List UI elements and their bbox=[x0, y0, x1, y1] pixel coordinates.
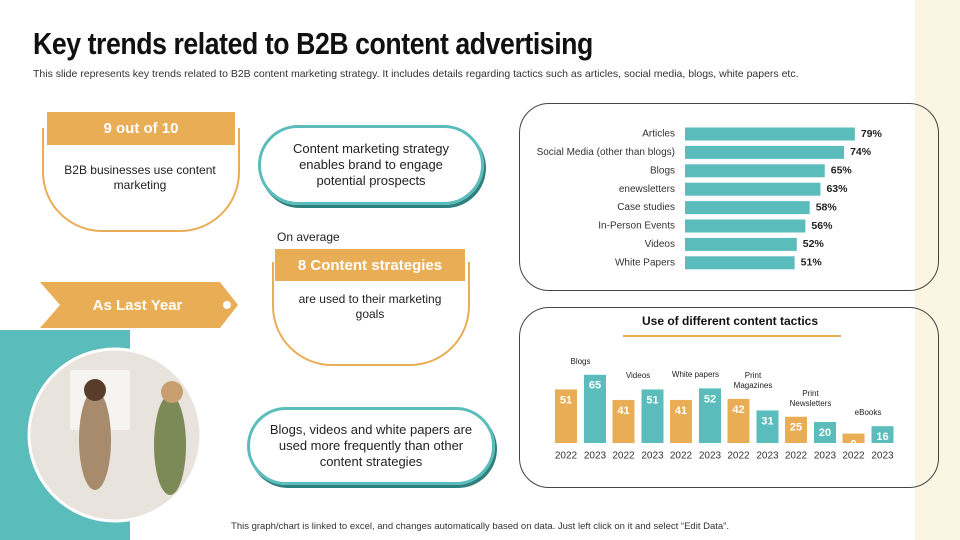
category-label: Social Media (other than blogs) bbox=[537, 147, 675, 158]
category-label: Blogs bbox=[570, 356, 591, 366]
category-label: enewsletters bbox=[619, 184, 675, 195]
chart-wrap: Use of different content tactics 51 2022 6… bbox=[519, 307, 939, 488]
category-label: White papers bbox=[671, 370, 720, 380]
card-frame bbox=[272, 262, 470, 366]
category-label: Videos bbox=[645, 239, 675, 250]
x-tick-label: 2022 bbox=[842, 451, 865, 462]
footer: This graph/chart is linked to excel, and… bbox=[231, 521, 729, 532]
bar bbox=[685, 127, 855, 141]
value-label: 51 bbox=[646, 394, 658, 406]
value-label: 52 bbox=[704, 393, 716, 405]
value-label: 56% bbox=[811, 220, 833, 232]
x-tick-label: 2022 bbox=[785, 451, 808, 462]
value-label: 31 bbox=[761, 415, 773, 427]
category-label: Blogs bbox=[650, 165, 675, 176]
bar bbox=[685, 256, 795, 270]
bar bbox=[555, 389, 577, 443]
value-label: 51% bbox=[801, 257, 823, 269]
category-label: Case studies bbox=[617, 202, 675, 213]
value-label: 41 bbox=[617, 405, 629, 417]
value-label: 63% bbox=[826, 183, 848, 195]
x-tick-label: 2023 bbox=[814, 451, 837, 462]
card-text: are used to their marketing goals bbox=[298, 292, 442, 321]
photo bbox=[0, 330, 203, 540]
value-label: 16 bbox=[876, 431, 888, 443]
value-label: 41 bbox=[675, 405, 687, 417]
bar bbox=[685, 182, 821, 196]
value-label: 42 bbox=[732, 404, 744, 416]
category-label: Print Magazines bbox=[733, 370, 773, 390]
category-label: Print Newsletters bbox=[789, 388, 832, 408]
category-label: In-Person Events bbox=[598, 221, 675, 232]
value-label: 65 bbox=[589, 380, 601, 392]
card-frame bbox=[42, 128, 240, 232]
value-label: 25 bbox=[790, 422, 802, 434]
chart: Use of different content tactics 51 2022 6… bbox=[555, 314, 894, 462]
x-tick-label: 2023 bbox=[756, 451, 779, 462]
x-tick-label: 2022 bbox=[670, 451, 693, 462]
card-text: B2B businesses use content marketing bbox=[64, 163, 216, 192]
bar bbox=[685, 164, 825, 178]
bar bbox=[842, 433, 865, 443]
x-tick-label: 2022 bbox=[555, 451, 578, 462]
note: On average bbox=[277, 230, 340, 244]
chart-frame bbox=[519, 307, 939, 488]
value-label: 74% bbox=[850, 146, 872, 158]
bar bbox=[685, 145, 845, 159]
x-tick-label: 2023 bbox=[641, 451, 664, 462]
x-tick-label: 2022 bbox=[612, 451, 635, 462]
chart: Articles 79% Social Media (other than blog… bbox=[537, 127, 883, 270]
strategy-pill: Content marketing strategy enables brand… bbox=[258, 125, 484, 205]
bar bbox=[612, 399, 635, 443]
banner-arrow bbox=[40, 282, 238, 328]
card-heading: 8 Content strategies bbox=[275, 249, 465, 281]
value-label: 20 bbox=[819, 427, 831, 439]
bar bbox=[685, 219, 806, 233]
bar bbox=[584, 374, 606, 443]
bar bbox=[670, 399, 692, 443]
bar bbox=[756, 410, 779, 443]
value-label: 79% bbox=[861, 128, 883, 140]
bar bbox=[685, 201, 810, 215]
bar bbox=[699, 388, 721, 443]
x-tick-label: 2022 bbox=[727, 451, 750, 462]
value-label: 52% bbox=[803, 238, 825, 250]
bar bbox=[871, 426, 894, 443]
value-label: 58% bbox=[816, 201, 838, 213]
value-label: 51 bbox=[560, 394, 572, 406]
banner-text: As Last Year bbox=[92, 296, 183, 314]
x-tick-label: 2023 bbox=[584, 451, 607, 462]
value-label: 9 bbox=[850, 438, 856, 450]
bar bbox=[641, 389, 664, 443]
chart-title: Use of different content tactics bbox=[642, 314, 818, 328]
value-label: 65% bbox=[831, 165, 853, 177]
bar bbox=[785, 416, 807, 443]
category-label: White Papers bbox=[615, 257, 675, 268]
x-tick-label: 2023 bbox=[699, 451, 722, 462]
bar bbox=[685, 237, 797, 251]
x-tick-label: 2023 bbox=[871, 451, 894, 462]
bar bbox=[814, 422, 836, 443]
category-label: Videos bbox=[625, 371, 651, 381]
frequency-pill: Blogs, videos and white papers are used … bbox=[247, 407, 495, 485]
subtitle: This slide represents key trends related… bbox=[33, 68, 799, 80]
title: Key trends related to B2B content advert… bbox=[33, 26, 593, 61]
bar bbox=[727, 398, 750, 443]
chart-frame bbox=[519, 103, 939, 291]
category-label: Articles bbox=[642, 129, 675, 140]
card-heading: 9 out of 10 bbox=[47, 112, 235, 145]
category-label: eBooks bbox=[854, 408, 882, 418]
